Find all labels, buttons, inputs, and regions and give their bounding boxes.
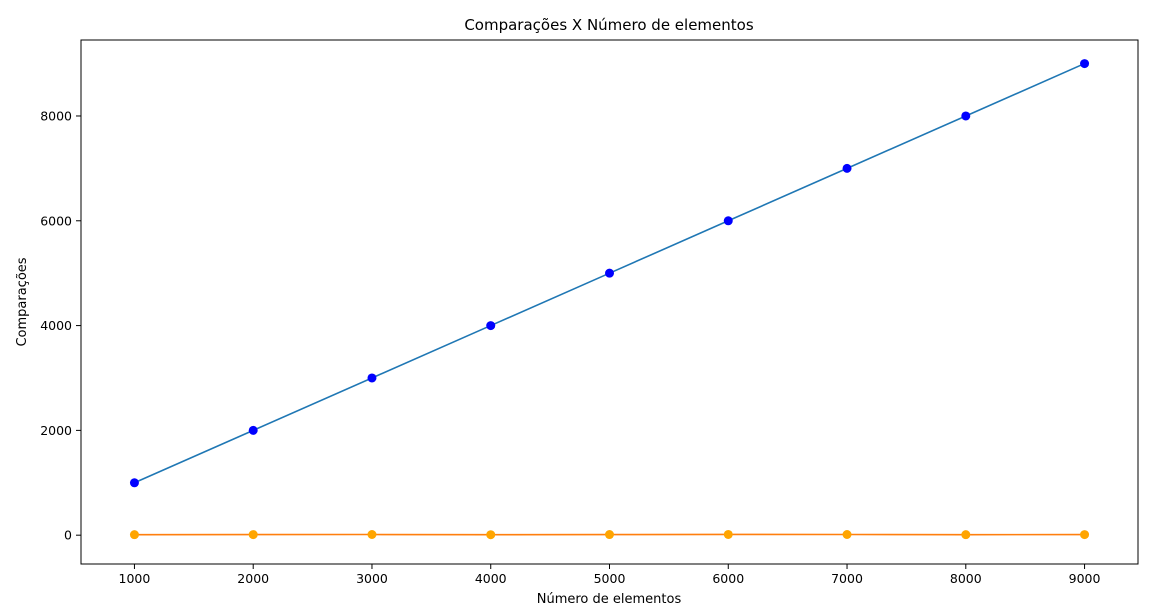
series-1-point xyxy=(486,321,496,331)
series-2-point xyxy=(605,530,614,540)
series-2-point xyxy=(367,529,377,539)
series-1-point xyxy=(129,478,139,488)
x-tick-label: 3000 xyxy=(356,571,388,586)
series-1-point xyxy=(367,373,377,383)
y-tick-label: 8000 xyxy=(40,108,72,123)
x-tick-label: 5000 xyxy=(594,571,626,586)
series-2-point xyxy=(486,530,496,540)
series-1-point xyxy=(1080,59,1090,69)
series-1-point xyxy=(842,163,852,173)
y-tick-label: 4000 xyxy=(40,318,72,333)
x-tick-label: 8000 xyxy=(950,571,982,586)
y-tick-label: 0 xyxy=(64,528,72,543)
x-tick-label: 1000 xyxy=(119,571,151,586)
series-1-point xyxy=(723,216,733,226)
series-2-point xyxy=(1080,530,1090,540)
x-tick-label: 2000 xyxy=(237,571,269,586)
series-2-point xyxy=(842,529,852,539)
y-tick-label: 2000 xyxy=(40,423,72,438)
y-axis: 0 2000 4000 6000 8000 xyxy=(40,108,81,543)
series-1-point xyxy=(248,425,258,435)
x-axis-label: Número de elementos xyxy=(537,592,682,607)
x-tick-label: 6000 xyxy=(712,571,744,586)
y-axis-label: Comparações xyxy=(15,257,30,346)
y-tick-label: 6000 xyxy=(40,213,72,228)
series-1-point xyxy=(605,268,614,278)
series-2-point xyxy=(129,530,139,540)
series-layer xyxy=(129,59,1090,540)
x-tick-label: 7000 xyxy=(831,571,863,586)
chart-title: Comparações X Número de elementos xyxy=(464,16,754,34)
x-tick-label: 9000 xyxy=(1069,571,1101,586)
x-tick-label: 4000 xyxy=(475,571,507,586)
x-axis: 1000 2000 3000 4000 5000 6000 7000 8000 9000 xyxy=(119,564,1101,586)
series-1-point xyxy=(961,111,971,121)
plot-frame xyxy=(80,39,1139,565)
series-2-point xyxy=(961,530,971,540)
series-2-point xyxy=(248,530,258,540)
series-2-point xyxy=(723,529,733,539)
